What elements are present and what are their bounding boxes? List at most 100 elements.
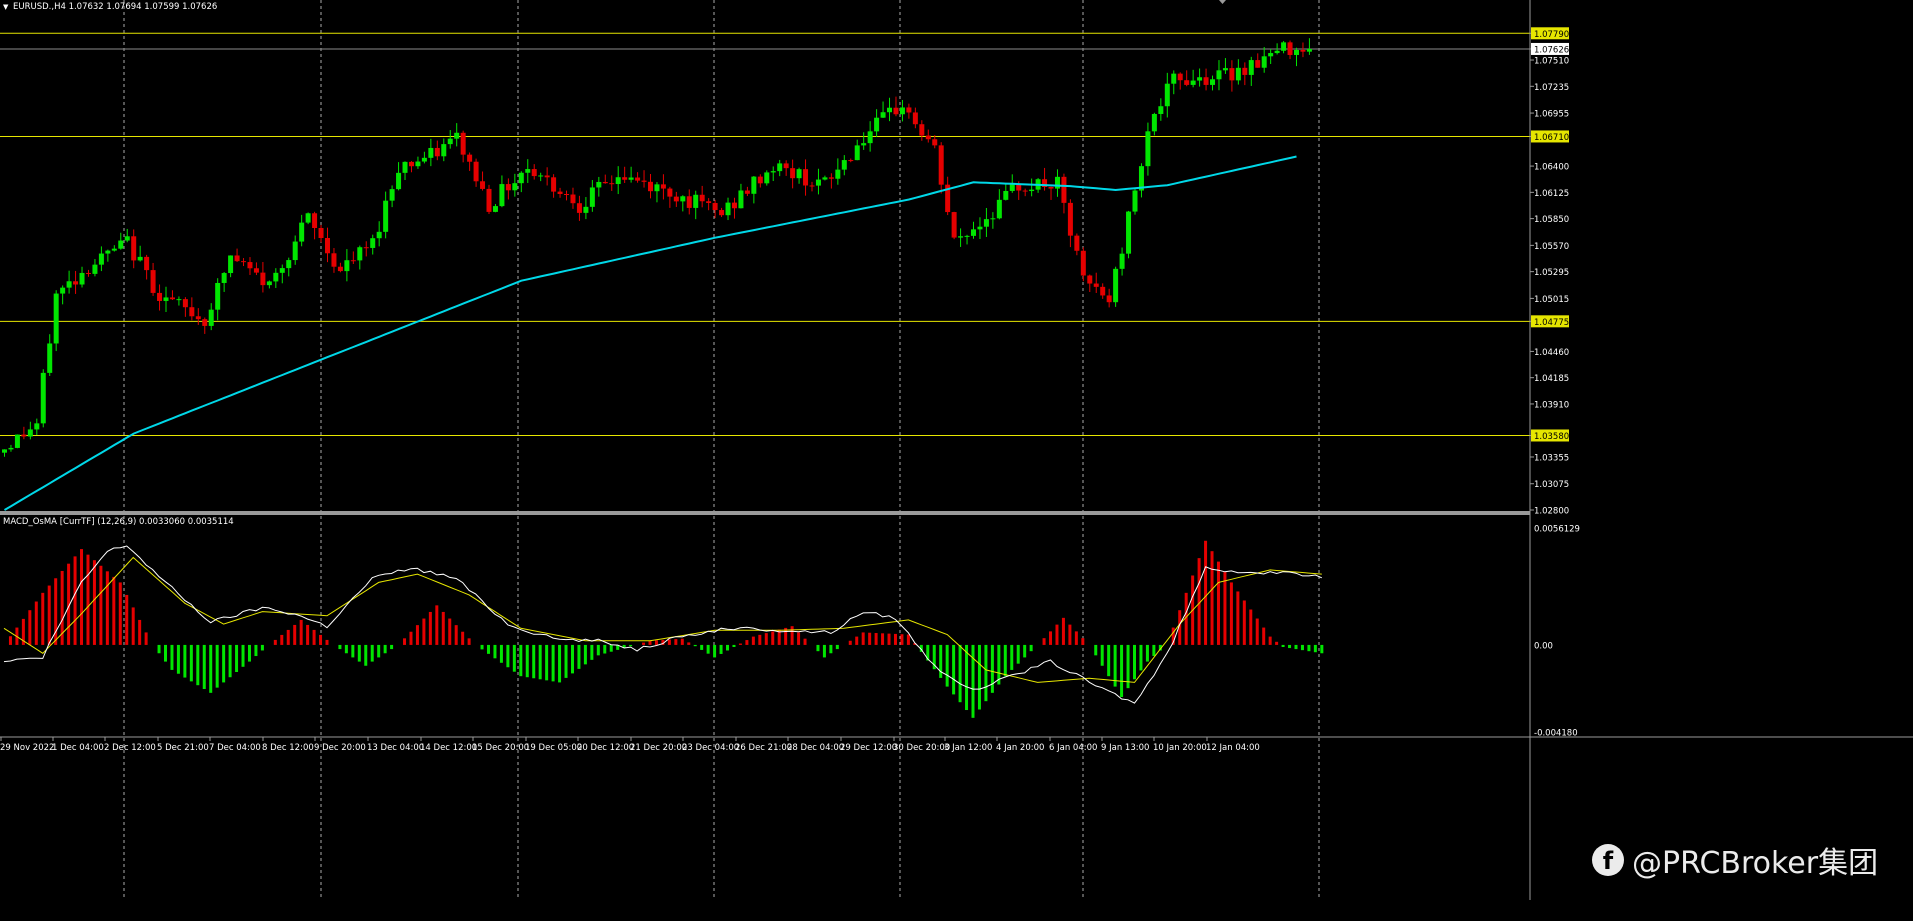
candle[interactable] xyxy=(602,174,608,184)
candle[interactable] xyxy=(1287,40,1293,60)
candle[interactable] xyxy=(421,151,427,164)
candle[interactable] xyxy=(189,297,195,321)
candle[interactable] xyxy=(512,173,518,197)
candle[interactable] xyxy=(1119,247,1125,276)
candle[interactable] xyxy=(124,228,130,243)
candle[interactable] xyxy=(150,262,156,296)
candle[interactable] xyxy=(1113,266,1119,307)
candle[interactable] xyxy=(1255,53,1261,68)
candle[interactable] xyxy=(680,195,686,212)
candle[interactable] xyxy=(1171,70,1177,95)
candle[interactable] xyxy=(1158,98,1164,121)
candle[interactable] xyxy=(8,444,14,452)
candle[interactable] xyxy=(1306,38,1312,55)
candle[interactable] xyxy=(1229,60,1235,92)
candle[interactable] xyxy=(887,97,893,122)
candle[interactable] xyxy=(1248,56,1254,86)
candle[interactable] xyxy=(731,197,737,219)
candle[interactable] xyxy=(828,173,834,189)
candle[interactable] xyxy=(693,190,699,220)
candle[interactable] xyxy=(783,160,789,176)
candle[interactable] xyxy=(854,139,860,161)
candle[interactable] xyxy=(428,138,434,167)
pane-divider[interactable] xyxy=(0,511,1530,515)
candle[interactable] xyxy=(990,212,996,229)
candle[interactable] xyxy=(648,174,653,199)
candle[interactable] xyxy=(169,290,175,300)
candle[interactable] xyxy=(247,257,253,275)
candle[interactable] xyxy=(144,254,150,280)
candle[interactable] xyxy=(719,207,725,218)
candle[interactable] xyxy=(790,159,796,189)
candle[interactable] xyxy=(1067,199,1073,248)
candle[interactable] xyxy=(441,138,447,162)
candle[interactable] xyxy=(1151,112,1157,136)
candle[interactable] xyxy=(525,159,531,183)
candle[interactable] xyxy=(1093,272,1099,293)
candle[interactable] xyxy=(738,183,744,209)
candle[interactable] xyxy=(92,259,98,277)
candle[interactable] xyxy=(796,167,802,184)
candle[interactable] xyxy=(932,135,938,149)
candle[interactable] xyxy=(447,130,453,149)
candle[interactable] xyxy=(454,123,460,147)
candle[interactable] xyxy=(983,207,989,237)
candle[interactable] xyxy=(1100,283,1106,299)
candle[interactable] xyxy=(480,171,486,191)
candle[interactable] xyxy=(47,334,53,376)
candle[interactable] xyxy=(667,186,673,208)
candle[interactable] xyxy=(1281,41,1287,54)
candle[interactable] xyxy=(912,107,918,129)
candle[interactable] xyxy=(518,171,524,193)
candle[interactable] xyxy=(357,245,363,270)
candle[interactable] xyxy=(1261,47,1267,73)
candle[interactable] xyxy=(1061,173,1067,214)
candle[interactable] xyxy=(557,187,563,198)
candle[interactable] xyxy=(867,121,873,152)
candle[interactable] xyxy=(835,158,841,185)
candle[interactable] xyxy=(544,167,550,186)
candle[interactable] xyxy=(1242,62,1248,86)
candle[interactable] xyxy=(996,189,1002,220)
candle[interactable] xyxy=(337,262,343,273)
candle[interactable] xyxy=(260,262,266,293)
candle[interactable] xyxy=(531,164,537,180)
candle[interactable] xyxy=(208,303,214,331)
candle[interactable] xyxy=(622,166,628,184)
candle[interactable] xyxy=(331,248,337,273)
candle[interactable] xyxy=(945,176,951,216)
candle[interactable] xyxy=(415,156,421,169)
candle[interactable] xyxy=(809,181,815,192)
candle[interactable] xyxy=(344,249,350,282)
candle[interactable] xyxy=(157,284,163,311)
candle[interactable] xyxy=(596,176,602,197)
candle[interactable] xyxy=(803,159,809,196)
candle[interactable] xyxy=(460,130,466,163)
candle[interactable] xyxy=(473,158,479,187)
candle[interactable] xyxy=(105,249,111,262)
candle[interactable] xyxy=(467,152,473,171)
candle[interactable] xyxy=(2,449,7,457)
candle[interactable] xyxy=(79,266,85,288)
candle[interactable] xyxy=(1203,68,1209,91)
candle[interactable] xyxy=(499,175,505,208)
candle[interactable] xyxy=(744,186,750,197)
candle[interactable] xyxy=(1268,48,1274,65)
candle[interactable] xyxy=(389,185,395,208)
candle[interactable] xyxy=(137,245,143,262)
candle[interactable] xyxy=(576,195,582,221)
candle[interactable] xyxy=(551,174,557,198)
candle[interactable] xyxy=(880,101,886,118)
candle[interactable] xyxy=(699,185,705,208)
candle[interactable] xyxy=(641,170,647,188)
candle[interactable] xyxy=(615,166,621,195)
candle[interactable] xyxy=(266,280,272,289)
candle[interactable] xyxy=(202,317,208,334)
candle[interactable] xyxy=(40,369,46,428)
candle[interactable] xyxy=(822,175,828,181)
candle[interactable] xyxy=(706,198,712,211)
candle[interactable] xyxy=(1190,69,1196,88)
candle[interactable] xyxy=(505,178,511,200)
candle[interactable] xyxy=(273,268,279,288)
candle[interactable] xyxy=(376,221,382,247)
